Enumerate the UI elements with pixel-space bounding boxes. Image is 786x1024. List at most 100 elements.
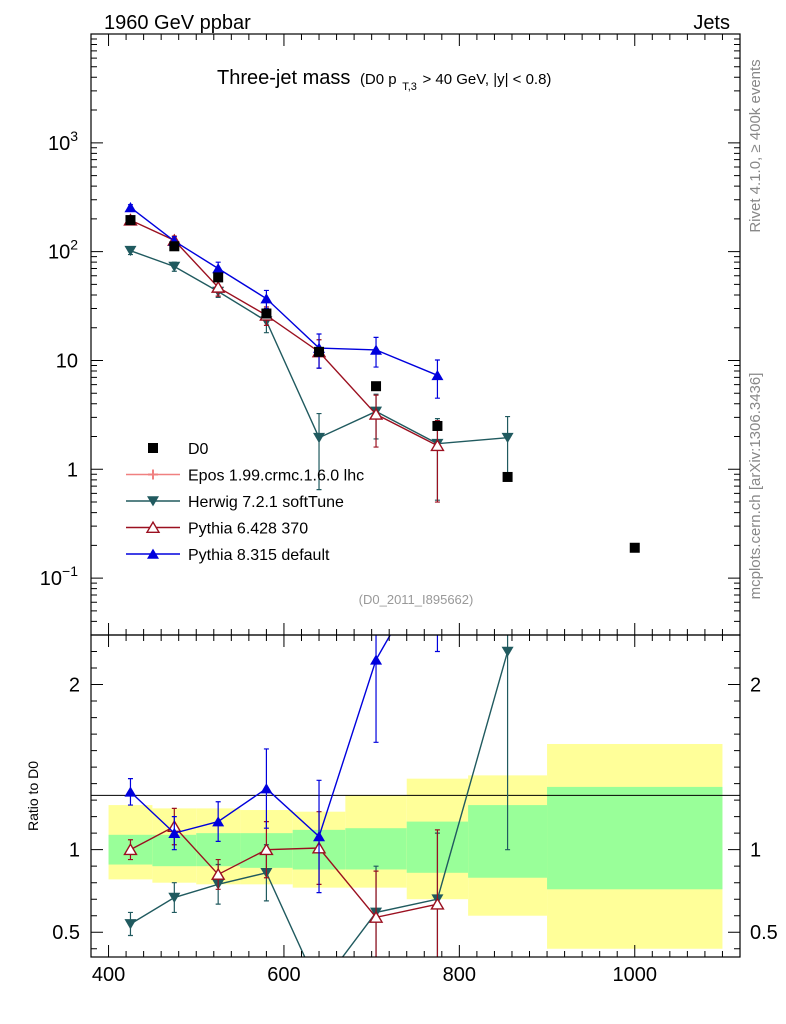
main-y-tick-label-4: 103	[48, 128, 78, 155]
legend-item-epos: Epos 1.99.crmc.1.6.0 lhc	[126, 468, 364, 485]
main-y-tick-base-2: 10	[56, 350, 78, 372]
main-errbar-pythia6-5	[373, 394, 379, 448]
ratio-point-pythia6-0	[123, 842, 138, 856]
ratio-point-pythia8-3	[260, 783, 273, 794]
main-point-herwig-1	[168, 261, 181, 272]
main-point-d0-0	[125, 215, 136, 226]
ratio-point-herwig-0	[124, 919, 137, 930]
chart-title: Three-jet mass (D0 p T,3 > 40 GeV, |y| <…	[217, 67, 551, 95]
main-y-tick-label-1: 1	[67, 459, 78, 481]
main-point-pythia8-3	[260, 293, 273, 304]
main-panel-frame	[90, 33, 741, 636]
main-y-tick-base-4: 10	[48, 133, 70, 155]
legend-label-pythia8: Pythia 8.315 default	[188, 547, 330, 564]
main-point-d0-4	[314, 346, 325, 357]
ratio-point-pythia8-5	[370, 654, 383, 665]
header-right: Jets	[693, 12, 730, 34]
ratio-y-tick-label-left-0: 0.5	[52, 922, 80, 944]
ratio-point-pythia6-3	[259, 842, 274, 856]
main-point-d0-2	[213, 272, 224, 283]
main-y-tick-exp-3: 2	[70, 237, 78, 253]
band-inner-8	[547, 786, 723, 890]
band-inner-5	[345, 828, 407, 870]
mcplots-label: mcplots.cern.ch [arXiv:1306.3436]	[747, 373, 764, 600]
ratio-point-herwig-7	[501, 646, 514, 657]
ratio-y-tick-labels: 0.5 0.5 1 1 2 2	[52, 675, 778, 945]
main-line-pythia8	[130, 206, 438, 376]
ratio-series-pythia8	[124, 547, 443, 894]
main-series-pythia8	[124, 202, 444, 399]
tick-marks	[90, 34, 741, 957]
ratio-y-tick-label-right-2: 2	[750, 675, 761, 697]
main-point-pythia8-5	[370, 344, 383, 355]
ratio-panel-frame	[90, 634, 741, 958]
main-line-herwig	[130, 250, 508, 445]
x-tick-label-1: 600	[267, 964, 300, 986]
axis-ticks	[90, 34, 741, 957]
chart-title-cut-suffix: > 40 GeV, |y| < 0.8)	[422, 71, 551, 88]
ratio-point-pythia6-5	[368, 910, 384, 923]
main-y-tick-base-1: 1	[67, 459, 78, 481]
main-errbar-herwig-7	[505, 415, 511, 478]
main-y-tick-exp-0: −1	[62, 563, 78, 579]
main-errbar-pythia6-6	[434, 420, 440, 503]
x-tick-label-3: 1000	[613, 964, 658, 986]
main-point-d0-1	[169, 241, 180, 252]
legend-item-d0: D0	[148, 441, 209, 458]
main-point-d0-6	[432, 420, 443, 431]
ratio-point-pythia8-4	[313, 831, 326, 842]
legend-item-pythia6: Pythia 6.428 370	[126, 521, 308, 538]
main-y-tick-label-3: 102	[48, 237, 78, 264]
legend-marker-epos	[148, 469, 158, 480]
ratio-point-pythia6-6	[430, 897, 445, 910]
analysis-id: (D0_2011_I895662)	[359, 592, 474, 607]
main-series-herwig	[124, 245, 514, 501]
ratio-errbar-herwig-4	[317, 972, 322, 1005]
ratio-series-group	[123, 547, 514, 1005]
legend-item-pythia8: Pythia 8.315 default	[126, 547, 330, 564]
main-y-tick-base-0: 10	[40, 568, 62, 590]
main-point-pythia6-6	[430, 438, 445, 452]
ratio-y-tick-label-left-1: 1	[69, 840, 80, 862]
main-point-herwig-0	[124, 245, 137, 257]
main-series-d0	[125, 215, 640, 553]
header-left: 1960 GeV ppbar	[104, 12, 251, 34]
chart-title-cut-prefix: (D0 p	[360, 71, 397, 88]
main-point-d0-8	[629, 542, 640, 553]
ratio-y-axis-label: Ratio to D0	[25, 761, 41, 831]
legend-label-pythia6: Pythia 6.428 370	[188, 521, 308, 538]
x-tick-label-0: 400	[92, 964, 125, 986]
main-point-herwig-4	[313, 432, 326, 444]
legend-label-herwig: Herwig 7.2.1 softTune	[188, 494, 344, 511]
ratio-y-tick-label-right-1: 1	[750, 840, 761, 862]
main-point-d0-5	[371, 381, 382, 392]
legend: D0 Epos 1.99.crmc.1.6.0 lhc Herwig 7.2.1 s…	[126, 441, 364, 564]
legend-marker-pythia8	[147, 548, 159, 559]
main-point-pythia6-2	[210, 280, 226, 293]
ratio-point-pythia8-1	[168, 827, 181, 838]
main-y-tick-base-3: 10	[48, 242, 70, 264]
ratio-errbar-pythia8-6	[434, 635, 440, 653]
main-series-group	[123, 202, 640, 553]
ratio-uncertainty-bands	[108, 743, 723, 949]
ratio-point-herwig-1	[168, 892, 181, 903]
main-point-pythia8-6	[431, 369, 444, 381]
main-errbar-herwig-4	[316, 412, 322, 491]
legend-marker-herwig	[147, 496, 159, 507]
legend-label-d0: D0	[188, 441, 209, 458]
main-point-pythia8-2	[212, 263, 225, 274]
main-point-herwig-7	[501, 432, 514, 444]
ratio-point-pythia8-0	[124, 786, 137, 797]
legend-label-epos: Epos 1.99.crmc.1.6.0 lhc	[188, 468, 364, 485]
ratio-line-herwig	[130, 651, 509, 957]
legend-marker-pythia6	[145, 520, 161, 533]
ratio-point-pythia8-6	[431, 547, 443, 557]
main-y-tick-exp-4: 3	[70, 128, 78, 144]
main-line-pythia6	[130, 219, 438, 447]
legend-item-herwig: Herwig 7.2.1 softTune	[126, 494, 344, 511]
rivet-label: Rivet 4.1.0, ≥ 400k events	[747, 59, 764, 232]
main-y-tick-label-2: 10	[56, 350, 78, 372]
main-point-pythia6-5	[368, 407, 384, 420]
